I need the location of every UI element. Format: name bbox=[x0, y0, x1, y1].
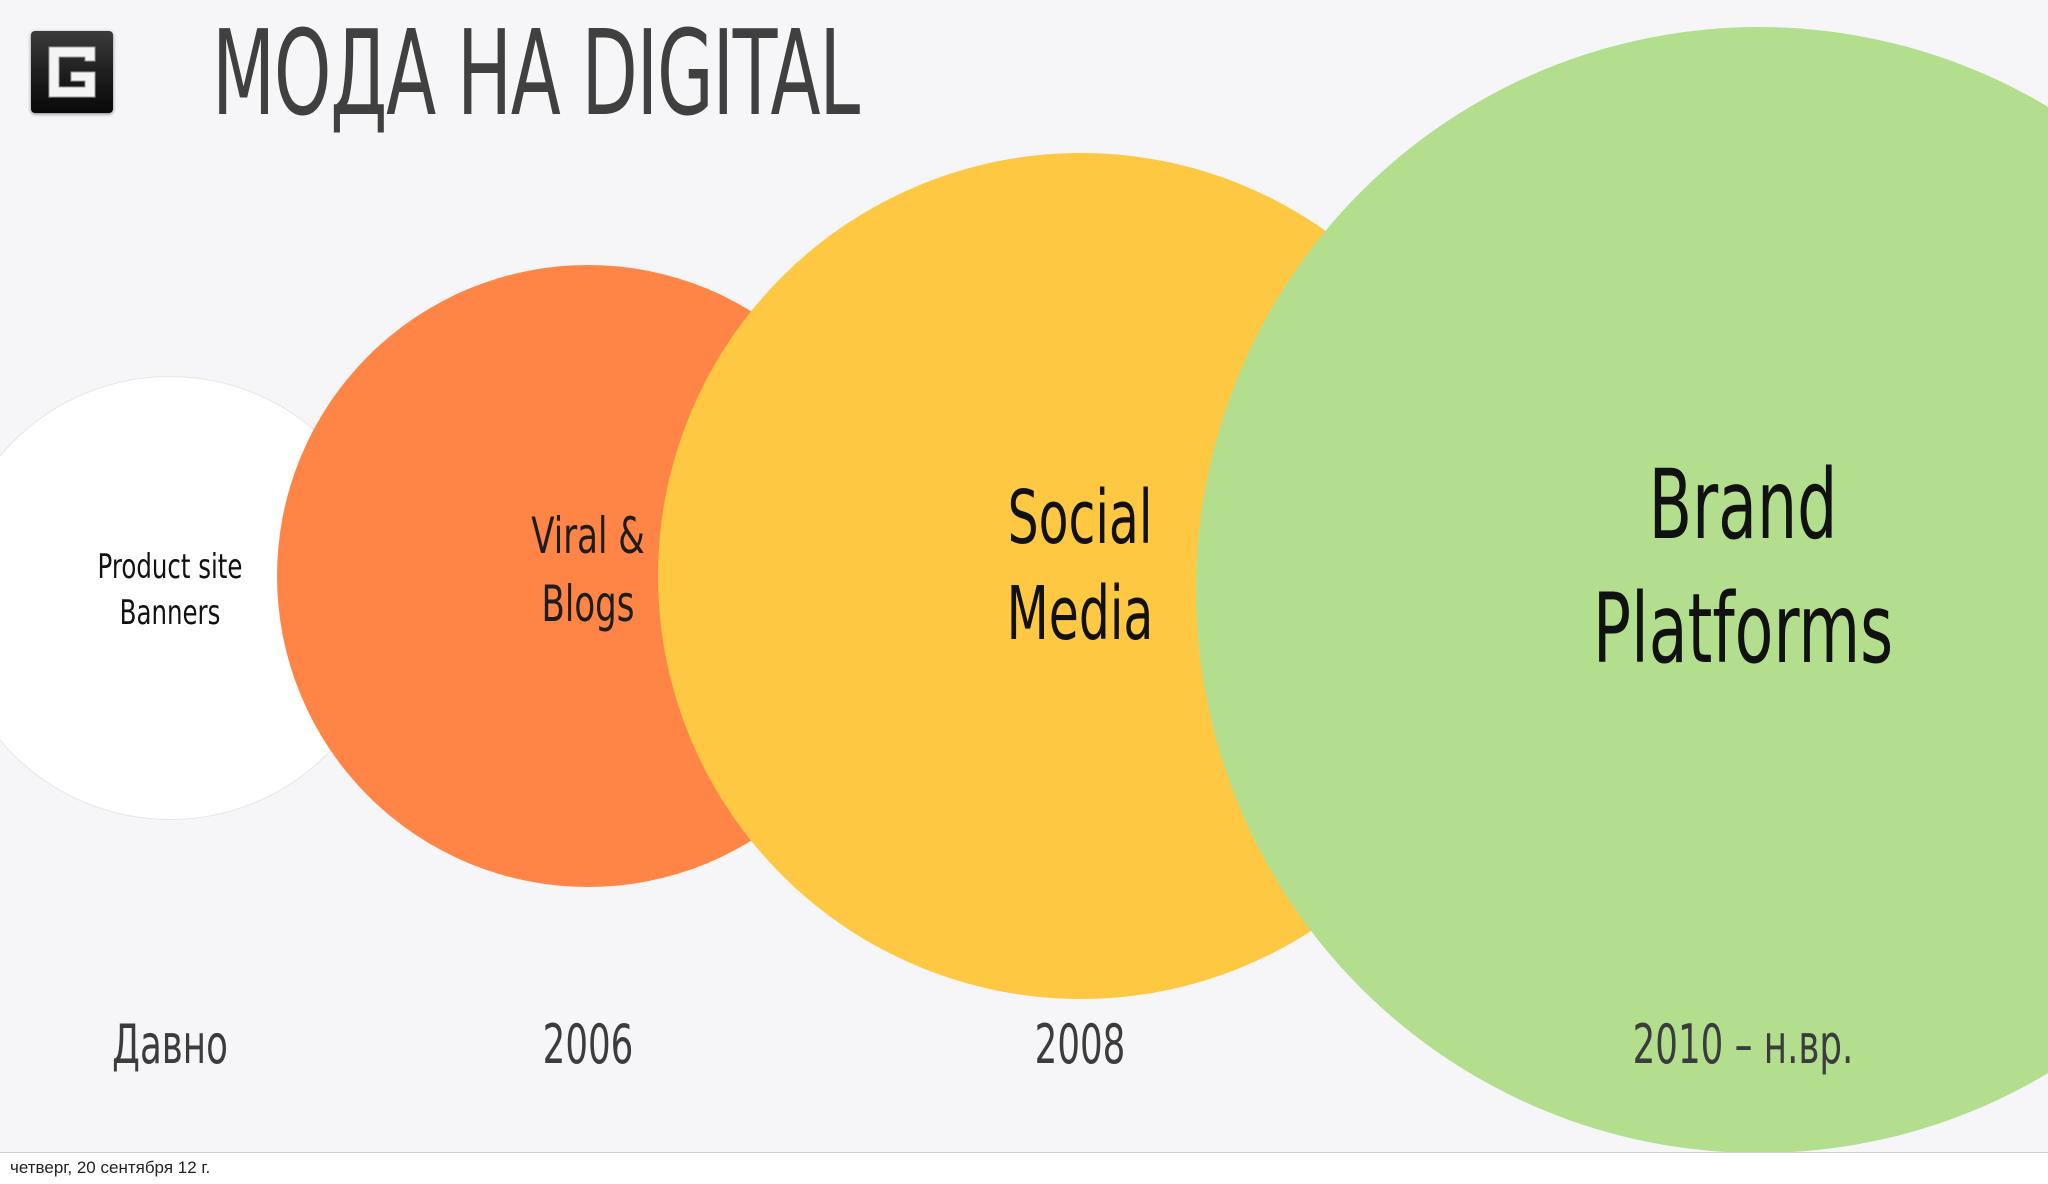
stage-label-viral-blogs: Viral & Blogs bbox=[531, 507, 645, 633]
stage-label-social-media: Social Media bbox=[1006, 475, 1154, 657]
stage-year-social-media: 2008 bbox=[1034, 1013, 1126, 1076]
stage-year-product-site: Давно bbox=[112, 1013, 228, 1076]
stage-label-product-site: Product site Banners bbox=[97, 547, 243, 633]
slide-title: МОДА НА DIGITAL bbox=[212, 4, 860, 142]
stage-label-brand-platforms: Brand Platforms bbox=[1592, 449, 1894, 685]
stage-year-brand-platforms: 2010 – н.вр. bbox=[1632, 1013, 1854, 1076]
footer-date: четверг, 20 сентября 12 г. bbox=[10, 1158, 211, 1177]
stage-circle-brand-platforms bbox=[1196, 27, 2048, 1152]
stage-year-viral-blogs: 2006 bbox=[542, 1013, 634, 1076]
g-square-logo-icon bbox=[31, 31, 113, 113]
presentation-slide: МОДА НА DIGITAL Product site Banners Vir… bbox=[0, 4, 2048, 1153]
